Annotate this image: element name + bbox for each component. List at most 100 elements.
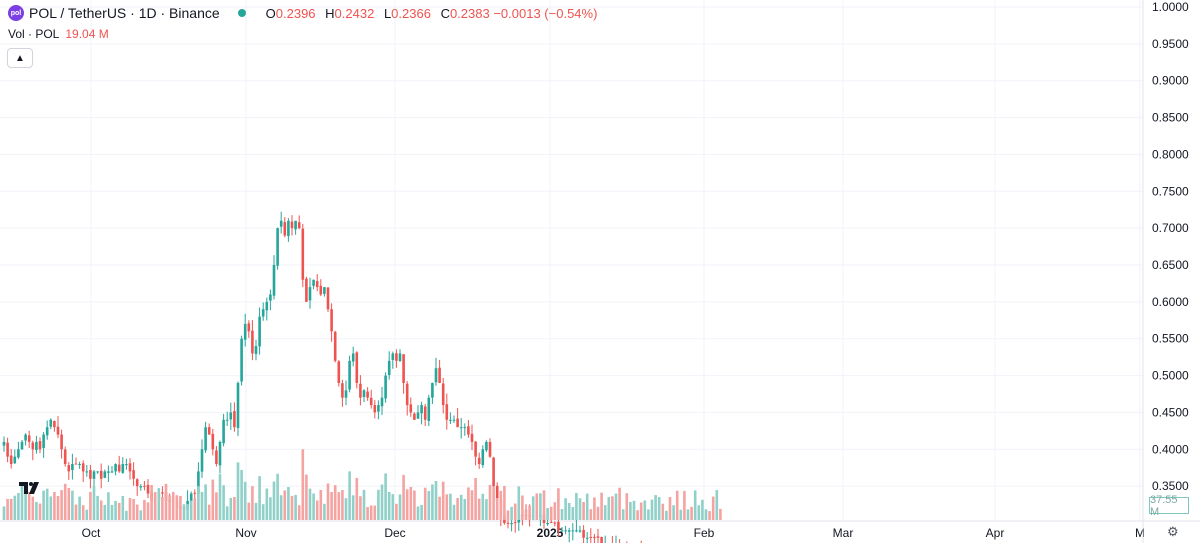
volume-bar — [92, 486, 96, 520]
volume-bar — [42, 490, 45, 520]
candle-body — [319, 285, 323, 295]
volume-bar — [17, 493, 20, 520]
candle-body — [337, 361, 341, 383]
volume-bar — [600, 492, 603, 520]
candle-body — [593, 537, 596, 539]
ohlc-open-label: O — [265, 5, 276, 21]
candle-body — [24, 434, 27, 441]
candle-body — [398, 353, 402, 361]
volume-bar — [89, 491, 92, 520]
volume-bar — [186, 504, 189, 520]
y-tick-label: 0.7500 — [1152, 184, 1189, 198]
volume-bar — [355, 477, 359, 520]
candle-body — [470, 433, 474, 442]
x-tick-label: M — [1135, 526, 1145, 540]
candle-body — [423, 406, 427, 420]
volume-bar — [503, 485, 506, 520]
volume-bar — [701, 499, 704, 520]
candle-body — [305, 278, 308, 302]
candle-body — [89, 469, 92, 479]
tradingview-logo-icon[interactable] — [19, 480, 41, 496]
volume-bar — [337, 492, 341, 520]
gear-icon[interactable]: ⚙ — [1167, 524, 1179, 539]
candle-body — [211, 433, 215, 450]
candle-body — [445, 404, 449, 420]
volume-bar — [49, 496, 53, 520]
volume-bar — [135, 504, 139, 520]
volume-bar — [517, 486, 521, 520]
market-status-icon[interactable] — [237, 9, 246, 17]
volume-bar — [719, 508, 722, 520]
candle-body — [251, 330, 254, 354]
volume-bar — [229, 497, 233, 520]
volume-bar — [197, 486, 200, 520]
volume-bar — [114, 500, 117, 520]
volume-bar — [629, 502, 632, 520]
volume-bar — [485, 499, 488, 520]
volume-bar — [110, 504, 114, 520]
y-tick-label: 0.4000 — [1152, 442, 1189, 456]
volume-bar — [578, 498, 582, 520]
volume-bar — [560, 509, 564, 520]
volume-bar — [488, 484, 492, 520]
ohlc-low-label: L — [383, 5, 392, 21]
candle-body — [297, 222, 301, 229]
volume-bar — [272, 481, 276, 520]
volume-bar — [679, 509, 683, 520]
candle-body — [110, 471, 114, 473]
volume-bar — [366, 507, 369, 520]
volume-bar — [463, 499, 467, 520]
volume-bar — [452, 504, 456, 520]
volume-bar — [279, 495, 283, 520]
volume-bar — [78, 496, 81, 520]
volume-bar — [398, 494, 402, 520]
volume-legend[interactable]: Vol · POL 19.04 M — [8, 27, 109, 41]
candle-body — [492, 457, 495, 487]
ohlc-change-value: −0.0013 (−0.54%) — [493, 5, 598, 21]
y-tick-label: 0.5000 — [1152, 369, 1189, 383]
candle-body — [276, 228, 279, 266]
candle-body — [333, 331, 337, 361]
volume-value: 19.04 M — [65, 27, 109, 41]
y-tick-label: 0.3500 — [1152, 479, 1189, 493]
volume-bar — [117, 502, 121, 520]
volume-bar — [621, 509, 625, 520]
volume-bar — [150, 485, 153, 520]
candle-body — [467, 426, 470, 435]
volume-bar — [175, 495, 179, 520]
volume-bar — [222, 485, 225, 520]
candle-body — [575, 530, 578, 532]
volume-bar — [330, 491, 333, 520]
volume-bar — [683, 490, 686, 520]
candle-body — [38, 441, 42, 450]
volume-bar — [225, 506, 229, 520]
volume-bar — [38, 503, 42, 520]
candle-body — [366, 391, 369, 398]
volume-bar — [240, 470, 243, 520]
candle-body — [31, 442, 35, 450]
volume-bar — [290, 495, 294, 520]
volume-bar — [456, 498, 459, 520]
collapse-legend-button[interactable]: ▲ — [7, 48, 33, 68]
volume-bar — [499, 490, 503, 520]
volume-bar — [276, 473, 279, 520]
volume-bar — [413, 490, 416, 520]
symbol-title[interactable]: POL / TetherUS · 1D · Binance — [29, 5, 220, 21]
volume-bar — [359, 496, 362, 520]
volume-bar — [56, 496, 60, 520]
x-tick-label: Mar — [833, 526, 854, 540]
volume-bar — [315, 500, 319, 520]
volume-bar — [326, 483, 330, 520]
candle-body — [387, 360, 391, 376]
candle-body — [449, 419, 452, 421]
candle-body — [402, 354, 405, 383]
candle-body — [17, 449, 20, 458]
volume-bar — [308, 488, 312, 520]
candle-body — [330, 309, 333, 332]
candle-body — [272, 265, 276, 296]
candle-body — [474, 441, 477, 457]
volume-bar — [146, 502, 150, 520]
candle-body — [283, 222, 287, 236]
candle-body — [506, 522, 510, 524]
